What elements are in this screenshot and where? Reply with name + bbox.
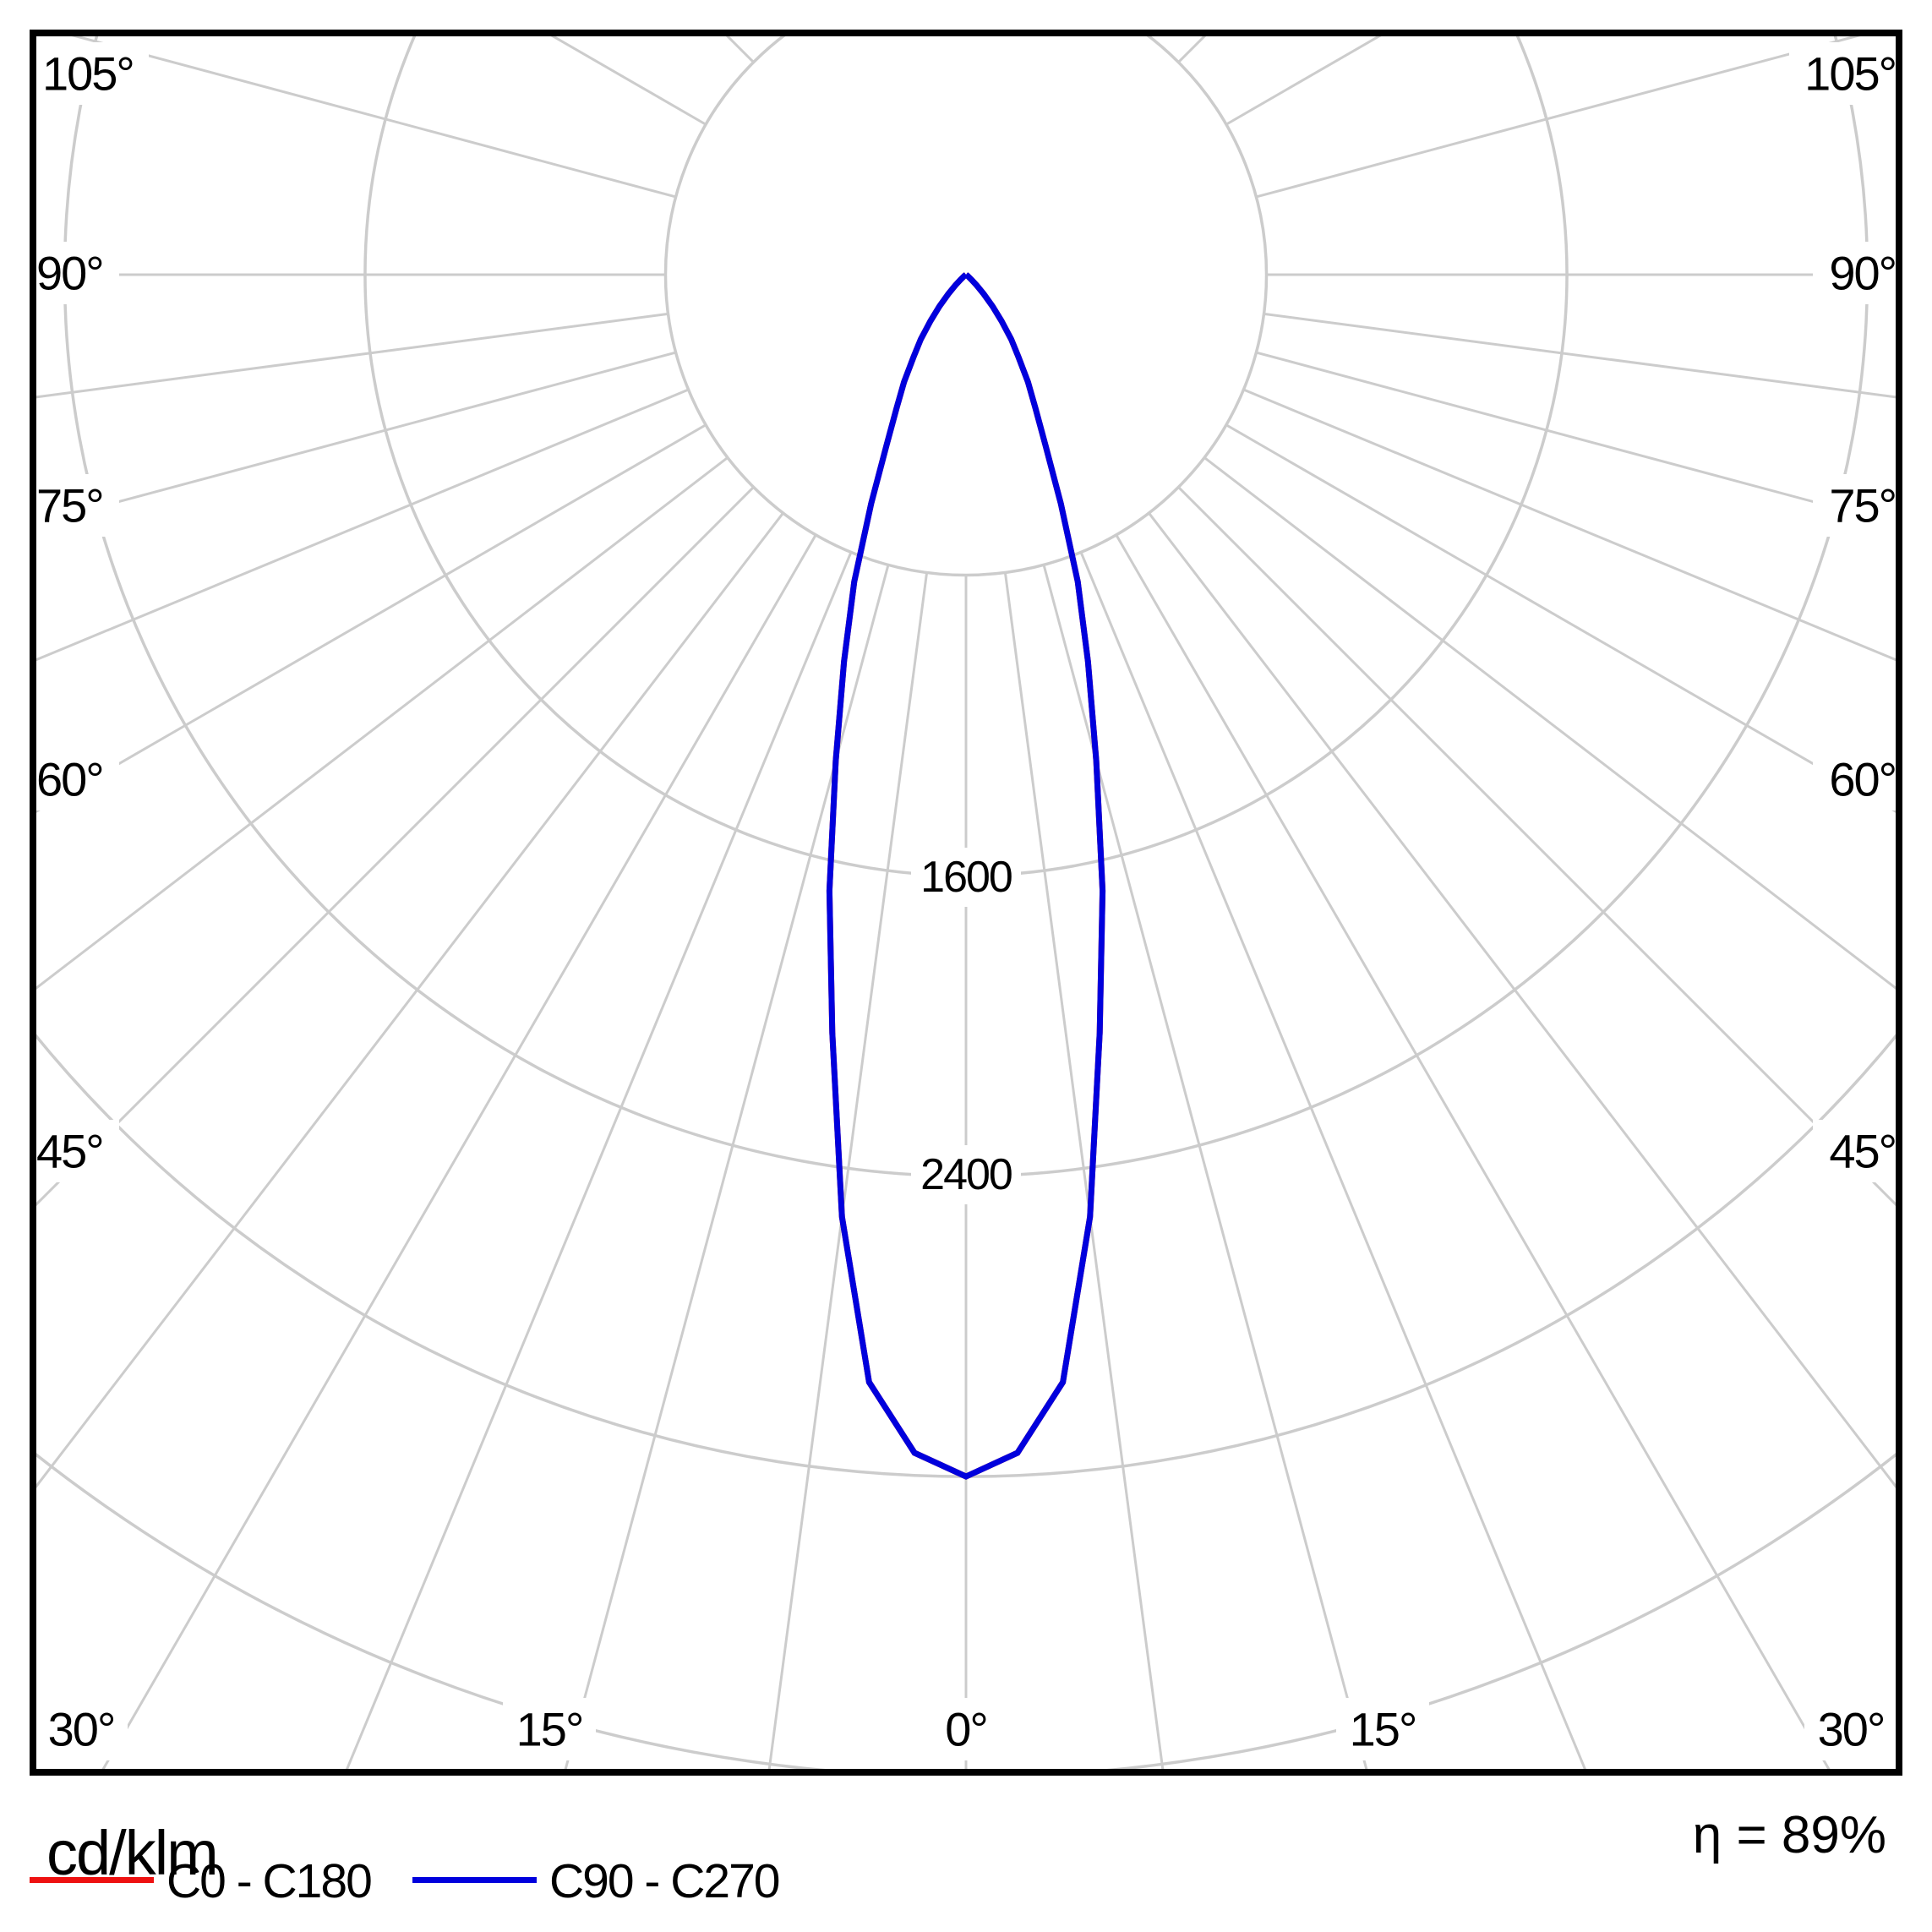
- efficiency-label: η = 89%: [1692, 1806, 1886, 1864]
- svg-text:75°: 75°: [36, 479, 103, 532]
- svg-text:2400: 2400: [920, 1150, 1012, 1199]
- legend-item-c0-c180: C0 - C180: [30, 1856, 401, 1907]
- svg-text:60°: 60°: [1829, 753, 1896, 806]
- svg-text:105°: 105°: [1804, 47, 1896, 101]
- legend-label-c90-c270: C90 - C270: [549, 1854, 780, 1908]
- svg-text:1600: 1600: [920, 853, 1012, 902]
- svg-text:0°: 0°: [945, 1703, 987, 1756]
- svg-text:75°: 75°: [1829, 479, 1896, 532]
- svg-text:45°: 45°: [1829, 1125, 1896, 1178]
- legend-label-c0-c180: C0 - C180: [166, 1854, 373, 1908]
- svg-text:30°: 30°: [1818, 1703, 1885, 1756]
- svg-text:90°: 90°: [1829, 247, 1896, 300]
- unit-label: cd/klm: [46, 1818, 219, 1888]
- legend-item-c90-c270: C90 - C270: [412, 1856, 818, 1907]
- svg-text:45°: 45°: [36, 1125, 103, 1178]
- legend-line-c90-c270-icon: [412, 1877, 537, 1883]
- legend-line-c0-c180-icon: [30, 1877, 154, 1883]
- svg-text:90°: 90°: [36, 247, 103, 300]
- svg-text:15°: 15°: [516, 1703, 583, 1756]
- svg-text:15°: 15°: [1350, 1703, 1416, 1756]
- svg-text:60°: 60°: [36, 753, 103, 806]
- svg-text:30°: 30°: [48, 1703, 115, 1756]
- svg-text:105°: 105°: [42, 47, 134, 101]
